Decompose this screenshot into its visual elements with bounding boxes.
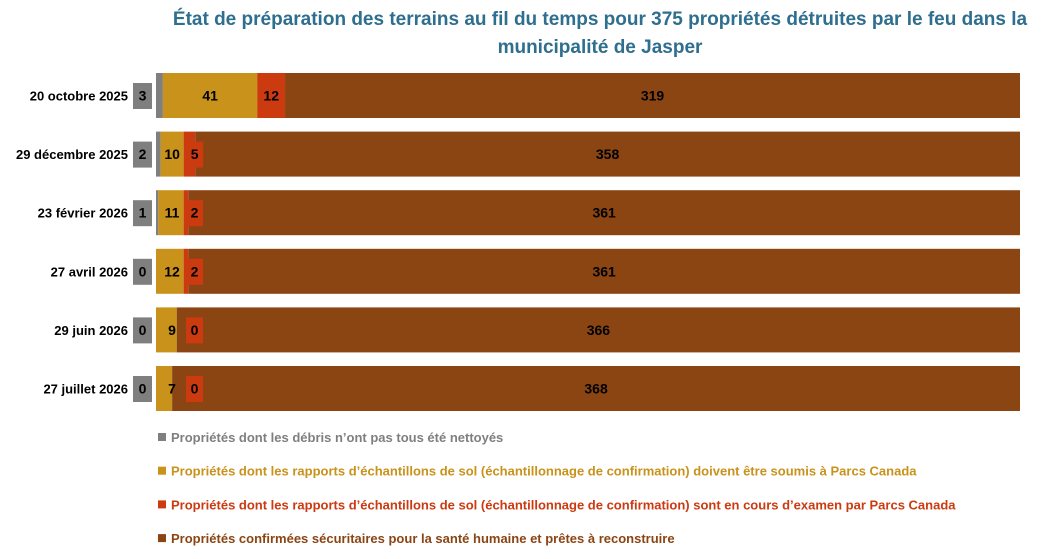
bar-segment-series-2 [162,73,258,118]
category-label: 23 février 2026 [38,206,128,221]
data-label-box-series-1 [133,83,152,109]
data-label-series-1: 0 [139,381,147,397]
data-label-box-series-1 [133,258,152,285]
data-label-box-series-1 [133,317,152,344]
legend-entry: Propriétés confirmées sécuritaires pour … [171,531,675,546]
bar-segment-series-1 [156,73,163,118]
legend-swatch [158,534,166,543]
data-label-box-series-3 [186,376,203,402]
data-label-series-1: 0 [139,263,147,279]
bar-segment-series-2 [156,366,173,411]
legend-entry: Propriétés dont les débris n’ont pas tou… [171,430,503,445]
data-label-series-4: 366 [587,322,611,338]
data-label-series-1: 0 [139,322,147,338]
data-label-series-1: 3 [139,88,147,104]
category-label: 27 avril 2026 [51,264,128,279]
data-label-series-3: 5 [191,146,199,162]
bar-segment-series-4 [172,366,1021,411]
data-label-series-2: 11 [165,205,180,221]
bar-segment-series-4 [176,307,1021,353]
data-label-series-3: 2 [191,205,199,221]
bar-segment-series-2 [156,307,177,353]
bar-segment-series-3 [183,248,189,294]
category-label: 27 juillet 2026 [43,382,128,397]
legend-swatch [158,433,166,441]
data-label-series-4: 358 [596,146,620,162]
data-label-series-3: 12 [263,88,279,104]
bar-segment-series-1 [156,190,159,236]
data-label-series-4: 361 [592,263,616,279]
bar-segment-series-2 [156,248,184,294]
data-label-series-2: 12 [164,263,180,279]
data-label-series-3: 0 [191,322,199,338]
data-label-series-2: 9 [168,322,176,338]
chart-title: État de préparation des terrains au fil … [173,8,1028,30]
bar-segment-series-4 [188,190,1021,236]
legend-swatch [158,466,166,475]
legend-swatch [158,500,166,509]
legend-entry: Propriétés dont les rapports d’échantill… [171,464,917,479]
bar-segment-series-4 [195,131,1021,177]
data-label-box-series-1 [133,200,152,227]
bar-segment-series-2 [158,190,184,236]
bar-segment-series-4 [285,73,1020,118]
category-label: 29 décembre 2025 [16,147,128,162]
data-label-box-series-1 [133,376,152,402]
data-label-box-series-3 [186,141,204,168]
legend: Propriétés dont les débris n’ont pas tou… [158,430,956,546]
data-label-series-1: 1 [139,205,147,221]
data-label-series-3: 0 [191,381,199,397]
data-label-series-2: 7 [168,381,176,397]
bar-segment-series-2 [160,131,184,177]
data-label-series-4: 368 [584,381,608,397]
data-label-box-series-1 [133,141,152,168]
data-label-box-series-3 [186,258,203,285]
data-label-series-2: 41 [202,88,218,104]
data-label-series-4: 319 [641,88,665,104]
data-label-series-1: 2 [139,146,147,162]
bar-segment-series-4 [188,248,1021,294]
category-label: 20 octobre 2025 [30,89,128,104]
data-label-box-series-3 [257,73,286,118]
chart-title-line-2: municipalité de Jasper [498,37,703,58]
data-label-box-series-3 [186,200,203,227]
data-label-series-2: 10 [164,146,180,162]
category-label: 29 juin 2026 [54,323,128,338]
legend-entry: Propriétés dont les rapports d’échantill… [171,497,956,512]
bar-segment-series-1 [156,131,161,177]
data-label-series-3: 2 [191,263,199,279]
data-label-box-series-3 [186,317,203,344]
bar-segment-series-3 [183,190,189,236]
data-label-series-4: 361 [592,205,616,221]
